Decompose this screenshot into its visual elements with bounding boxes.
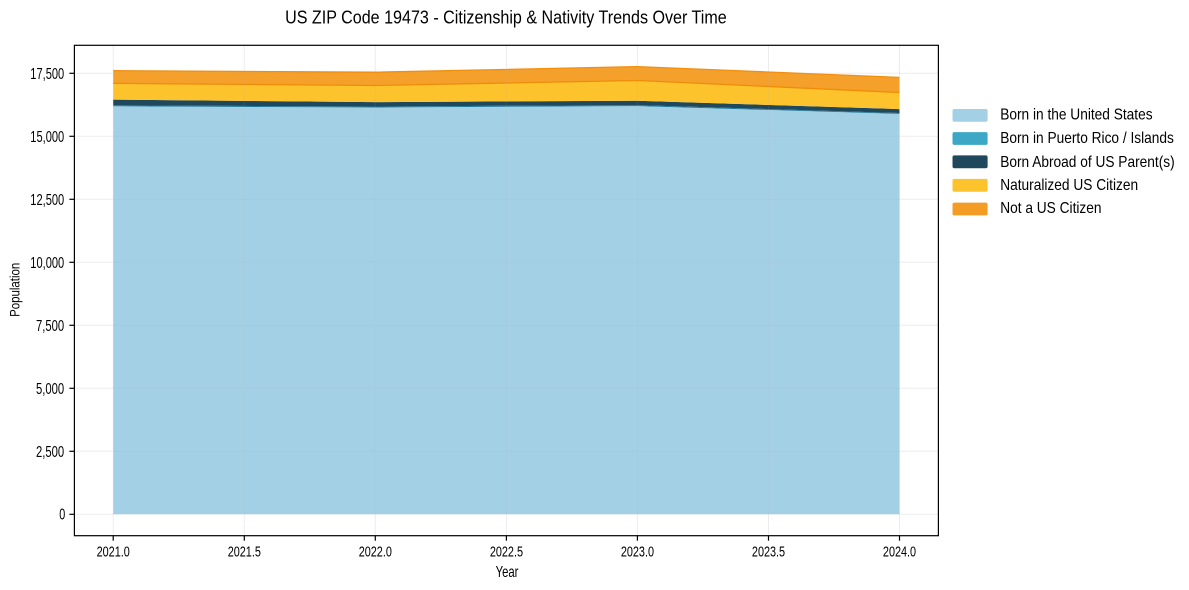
svg-text:Not a US Citizen: Not a US Citizen xyxy=(1000,200,1101,217)
svg-text:17,500: 17,500 xyxy=(30,65,64,82)
svg-text:5,000: 5,000 xyxy=(36,380,64,397)
svg-text:Born in Puerto Rico / Islands: Born in Puerto Rico / Islands xyxy=(1000,130,1174,147)
svg-text:2,500: 2,500 xyxy=(36,443,64,460)
svg-text:0: 0 xyxy=(59,506,65,523)
svg-text:7,500: 7,500 xyxy=(36,317,64,334)
svg-text:2021.0: 2021.0 xyxy=(97,543,130,560)
svg-text:Born Abroad of US Parent(s): Born Abroad of US Parent(s) xyxy=(1000,154,1174,171)
svg-text:US ZIP Code 19473 - Citizenshi: US ZIP Code 19473 - Citizenship & Nativi… xyxy=(285,6,727,27)
svg-text:Year: Year xyxy=(496,563,519,580)
svg-text:2022.5: 2022.5 xyxy=(490,543,523,560)
svg-text:Naturalized US Citizen: Naturalized US Citizen xyxy=(1000,177,1138,194)
svg-text:10,000: 10,000 xyxy=(30,254,64,271)
svg-text:15,000: 15,000 xyxy=(30,128,64,145)
svg-text:12,500: 12,500 xyxy=(30,191,64,208)
svg-text:2024.0: 2024.0 xyxy=(883,543,916,560)
svg-text:Population: Population xyxy=(7,263,23,317)
svg-text:2023.0: 2023.0 xyxy=(621,543,654,560)
svg-text:2022.0: 2022.0 xyxy=(359,543,392,560)
svg-text:2021.5: 2021.5 xyxy=(228,543,261,560)
svg-text:Born in the United States: Born in the United States xyxy=(1000,107,1152,124)
svg-text:2023.5: 2023.5 xyxy=(752,543,785,560)
